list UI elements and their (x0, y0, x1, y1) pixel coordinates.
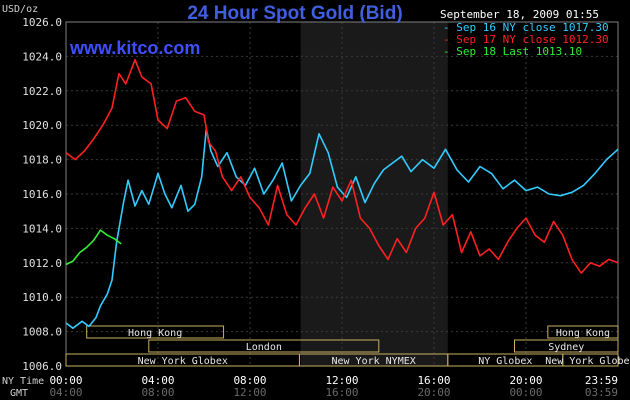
ny-time-tick-label: 23:59 (585, 374, 618, 387)
y-axis-unit-label: USD/oz (2, 4, 38, 15)
ny-time-tick-label: 04:00 (141, 374, 174, 387)
gmt-tick-label: 20:00 (417, 386, 450, 399)
series-line-2 (65, 229, 122, 266)
market-session-bar (148, 339, 380, 353)
y-axis-ticks: 1006.0 1008.0 1010.0 1012.0 1014.0 1016.0 1018… (22, 16, 62, 373)
market-session-bar (514, 339, 619, 353)
market-session-label: New York Globex (545, 356, 630, 367)
market-session-bars: Hong Kong Hong Kong London Sydney New York G… (65, 325, 630, 367)
market-session-label: Hong Kong (556, 328, 610, 339)
y-tick-label: 1006.0 (22, 360, 62, 373)
market-session-bar (547, 325, 619, 339)
gmt-tick-label: 03:59 (585, 386, 618, 399)
ny-time-tick-label: 20:00 (509, 374, 542, 387)
y-tick-label: 1010.0 (22, 291, 62, 304)
y-tick-label: 1022.0 (22, 85, 62, 98)
series-line-1 (65, 59, 619, 274)
market-session-label: London (246, 342, 282, 353)
y-tick-label: 1024.0 (22, 50, 62, 63)
chart-title: 24 Hour Spot Gold (Bid) (187, 3, 402, 24)
y-tick-label: 1020.0 (22, 119, 62, 132)
nymex-session-shading (300, 22, 448, 366)
ny-time-tick-label: 12:00 (325, 374, 358, 387)
y-tick-label: 1018.0 (22, 154, 62, 167)
legend-entry: - Sep 17 NY close 1012.30 (443, 33, 609, 46)
legend-entry: - Sep 18 Last 1013.10 (443, 45, 582, 58)
ny-time-label: NY Time (2, 376, 44, 387)
ny-time-tick-label: 08:00 (233, 374, 266, 387)
market-session-label: Sydney (548, 342, 584, 353)
y-tick-label: 1026.0 (22, 16, 62, 29)
y-tick-label: 1014.0 (22, 222, 62, 235)
x-axis-ticks: 00:00 04:00 08:00 12:00 16:00 20:00 23:5904:00… (49, 374, 618, 399)
gmt-tick-label: 04:00 (49, 386, 82, 399)
gmt-tick-label: 16:00 (325, 386, 358, 399)
market-session-label: New York NYMEX (331, 356, 415, 367)
chart-timestamp: September 18, 2009 01:55 (440, 8, 599, 21)
market-session-bar (86, 325, 225, 339)
ny-time-tick-label: 16:00 (417, 374, 450, 387)
gmt-label: GMT (10, 388, 28, 399)
gmt-tick-label: 00:00 (509, 386, 542, 399)
gmt-tick-label: 08:00 (141, 386, 174, 399)
y-tick-label: 1016.0 (22, 188, 62, 201)
legend-entry: - Sep 16 NY close 1017.30 (443, 21, 609, 34)
price-series (65, 59, 619, 329)
series-line-0 (65, 127, 619, 329)
market-session-label: Hong Kong (128, 328, 182, 339)
kitco-watermark: www.kitco.com (69, 38, 200, 58)
y-tick-label: 1012.0 (22, 257, 62, 270)
market-session-bar (562, 353, 619, 367)
legend: - Sep 16 NY close 1017.30- Sep 17 NY clo… (443, 21, 609, 58)
market-session-label: NY Globex (478, 356, 532, 367)
market-session-label: New York Globex (138, 356, 228, 367)
gmt-tick-label: 12:00 (233, 386, 266, 399)
y-tick-label: 1008.0 (22, 326, 62, 339)
ny-time-tick-label: 00:00 (49, 374, 82, 387)
